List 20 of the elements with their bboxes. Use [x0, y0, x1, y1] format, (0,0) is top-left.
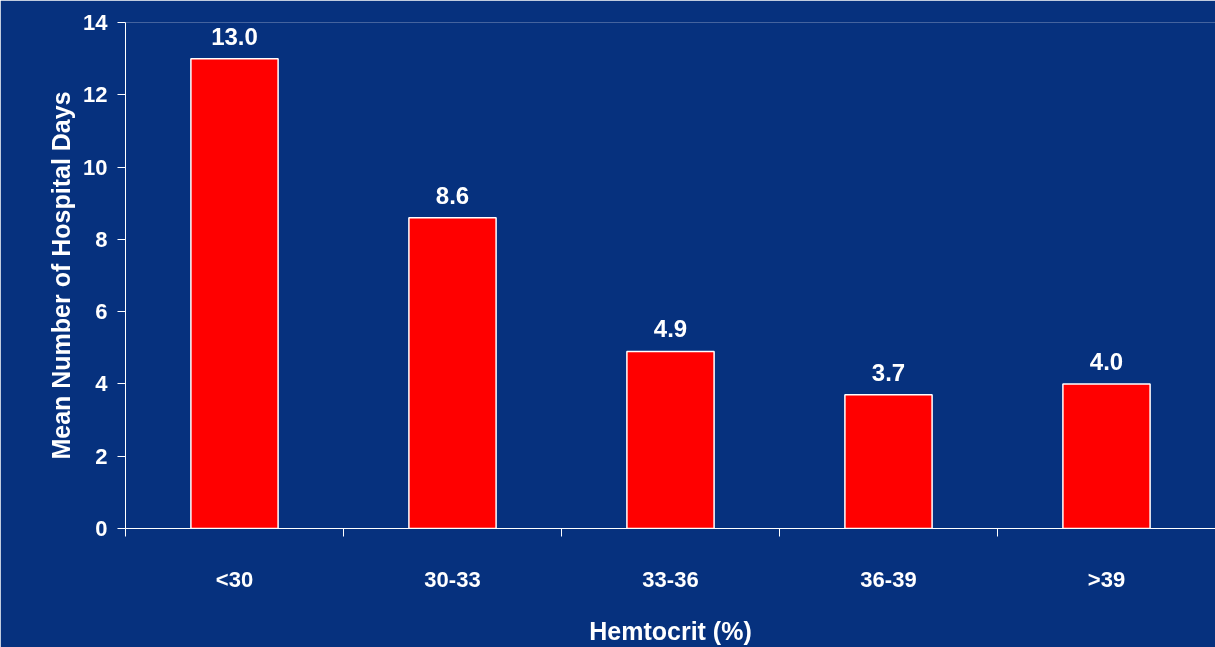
- y-tick-label: 10: [83, 154, 108, 180]
- data-label: 13.0: [211, 22, 258, 50]
- data-label: 4.9: [653, 315, 688, 343]
- y-tick-label: 0: [95, 516, 108, 541]
- x-tick-label: 30-33: [424, 566, 481, 592]
- x-tick-label: <30: [215, 566, 254, 592]
- y-tick-label: 12: [83, 82, 108, 108]
- y-tick-label: 2: [95, 443, 108, 469]
- y-axis-title: Mean Number of Hospital Days: [47, 91, 76, 460]
- x-tick-label: 36-39: [860, 566, 917, 592]
- x-tick-label: 33-36: [642, 566, 699, 592]
- data-label: 3.7: [871, 358, 906, 386]
- y-tick-label: 8: [95, 226, 108, 252]
- data-label: 8.6: [435, 181, 470, 209]
- data-label: 4.0: [1089, 347, 1124, 375]
- y-tick-label: 6: [95, 299, 108, 325]
- y-tick-label: 14: [83, 10, 109, 35]
- x-axis-title: Hemtocrit (%): [589, 616, 752, 645]
- y-tick-label: 4: [95, 371, 109, 397]
- x-tick-label: >39: [1087, 566, 1126, 592]
